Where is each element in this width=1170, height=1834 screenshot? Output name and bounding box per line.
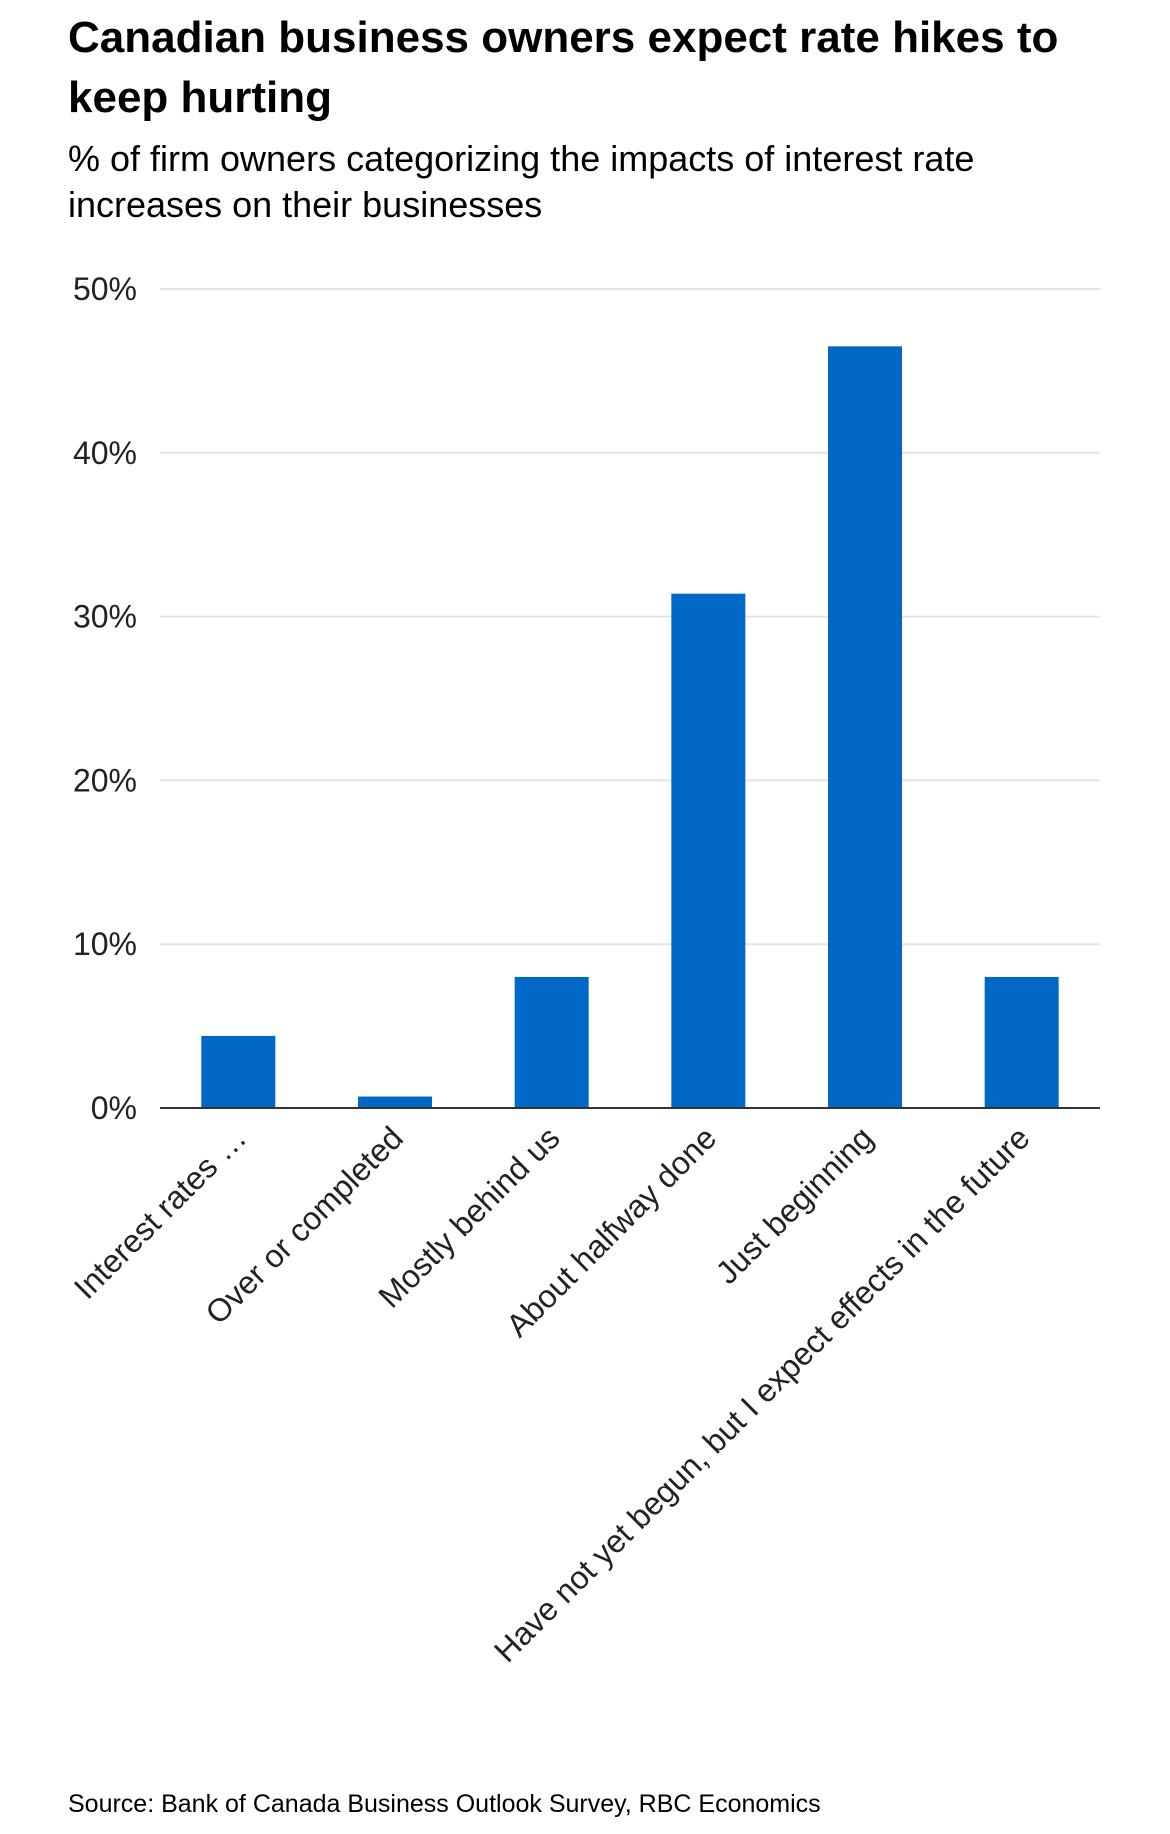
y-tick-label: 0%: [91, 1090, 137, 1126]
bar: [201, 1035, 276, 1108]
y-tick-label: 30%: [73, 599, 137, 635]
bars: [201, 346, 1059, 1109]
x-tick-labels: Interest rates …Over or completedMostly …: [67, 1119, 1037, 1669]
chart-title: Canadian business owners expect rate hik…: [68, 13, 1059, 122]
y-tick-labels: 0% 10% 20% 30% 40% 50%: [73, 271, 137, 1126]
source-note: Source: Bank of Canada Business Outlook …: [68, 1790, 821, 1818]
bar: [671, 593, 746, 1108]
y-tick-label: 20%: [73, 762, 137, 798]
x-tick-label: Have not yet begun, but I expect effects…: [487, 1119, 1037, 1669]
y-tick-label: 50%: [73, 271, 137, 307]
y-gridlines: [160, 288, 1100, 946]
bar: [358, 1096, 432, 1108]
bar: [984, 976, 1059, 1108]
y-tick-label: 10%: [73, 926, 137, 962]
chart-subtitle: % of firm owners categorizing the impact…: [68, 138, 975, 225]
y-tick-label: 40%: [73, 435, 137, 471]
bar: [514, 976, 589, 1108]
x-tick-label: Just beginning: [709, 1119, 880, 1290]
bar: [828, 346, 902, 1109]
